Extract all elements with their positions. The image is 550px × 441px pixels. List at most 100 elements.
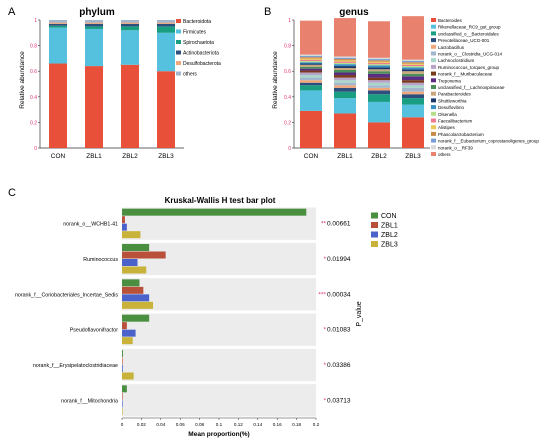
stack-segment-2-4 <box>368 87 390 91</box>
y-tick-label: 1 <box>288 18 291 24</box>
y-tick-label: 0.6 <box>284 69 291 75</box>
stack-segment-3-19 <box>402 59 424 61</box>
significance-mark: ** <box>321 221 327 228</box>
legend-label: Firmicutes <box>183 30 207 36</box>
legend-label: ZBL2 <box>381 232 398 239</box>
stack-segment-2-17 <box>368 60 390 62</box>
panel-c: C Kruskal-Wallis H test bar plot 0 0.02 0.… <box>8 187 398 438</box>
bar-5-1 <box>122 392 123 400</box>
category-label: norank_f__Mitochondria <box>61 398 118 404</box>
legend-label: Prevotellaceae_UCG-001 <box>438 38 490 43</box>
stack-segment-1-9 <box>334 72 356 76</box>
stack-segment-3-17 <box>402 62 424 64</box>
legend-swatch <box>431 145 436 150</box>
legend-swatch <box>431 131 436 136</box>
stack-segment-1-14 <box>334 62 356 65</box>
stack-segment-0-16 <box>300 58 322 60</box>
stack-segment-0-0 <box>49 63 67 148</box>
bar-0-1 <box>122 216 125 224</box>
panel-c-xlabel: Mean proportion(%) <box>188 431 249 438</box>
x-tick-label: ZBL2 <box>122 153 138 160</box>
legend-swatch <box>431 111 436 116</box>
stack-segment-3-10 <box>402 73 424 77</box>
bar-0-3 <box>122 231 141 239</box>
legend-label: Treponema <box>438 78 461 83</box>
panel-c-bars <box>122 208 307 415</box>
stack-segment-0-2 <box>49 25 67 28</box>
panel-a-xticks: CON ZBL1 ZBL2 ZBL3 <box>51 153 174 160</box>
stack-segment-0-19 <box>300 54 322 56</box>
legend-label: Actinobacteriota <box>183 51 219 57</box>
stack-segment-3-16 <box>402 63 424 65</box>
stack-segment-2-8 <box>368 77 390 81</box>
y-tick-label: 0.6 <box>30 69 37 75</box>
stack-segment-0-2 <box>300 85 322 91</box>
y-tick-label: 0 <box>34 146 37 152</box>
legend-label: CON <box>381 213 397 220</box>
legend-swatch <box>431 118 436 123</box>
stack-segment-0-0 <box>300 110 322 148</box>
stack-segment-0-5 <box>300 77 322 81</box>
panel-c-pvalues: ** 0.00661* 0.01994*** 0.00034* 0.01083* 0.03… <box>318 221 350 405</box>
panel-c-axis: 0 0.02 0.04 0.06 0.08 0.1 0.12 0.14 0.16 0.18 0.2 <box>121 417 320 427</box>
x-tick-label: 0.18 <box>292 422 301 427</box>
stack-segment-3-9 <box>402 76 424 81</box>
legend-swatch <box>431 18 436 22</box>
legend-label: Olsenella <box>438 112 457 117</box>
legend-label: Bacteroides <box>438 18 463 23</box>
stack-segment-3-8 <box>402 80 424 83</box>
legend-swatch <box>176 29 181 34</box>
stack-segment-3-2 <box>402 98 424 105</box>
stack-segment-1-18 <box>334 57 356 60</box>
category-label: Pseudoflavonifractor <box>70 328 119 334</box>
bar-3-1 <box>122 322 127 330</box>
x-tick-label: 0.04 <box>156 422 165 427</box>
stack-segment-3-5 <box>157 20 175 23</box>
stack-segment-1-12 <box>334 66 356 68</box>
stack-segment-0-9 <box>300 68 322 71</box>
stack-segment-3-0 <box>157 71 175 148</box>
stack-segment-2-19 <box>368 57 390 60</box>
stack-segment-0-20 <box>300 20 322 55</box>
legend-swatch <box>431 71 436 76</box>
x-tick-label: 0.1 <box>216 422 223 427</box>
stack-segment-2-5 <box>368 85 390 88</box>
stack-segment-2-9 <box>368 73 390 78</box>
significance-mark: * <box>323 327 326 334</box>
legend-swatch <box>431 38 436 43</box>
bar-2-3 <box>122 301 154 309</box>
legend-label: Lactobacillus <box>438 45 465 50</box>
stack-segment-1-2 <box>334 91 356 99</box>
y-tick-label: 0 <box>288 146 291 152</box>
significance-mark: * <box>323 362 326 369</box>
legend-label: Desulfobacterota <box>183 61 221 67</box>
panel-c-title: Kruskal-Wallis H test bar plot <box>165 196 276 205</box>
bar-0-0 <box>122 208 307 216</box>
legend-swatch <box>431 91 436 96</box>
stack-segment-1-4 <box>85 22 103 24</box>
stack-segment-2-13 <box>368 65 390 68</box>
panel-b-label: B <box>264 6 271 18</box>
stack-segment-3-1 <box>157 32 175 72</box>
legend-label: Rikenellaceae_RC9_gut_group <box>438 25 501 30</box>
stack-segment-3-13 <box>402 67 424 70</box>
x-tick-label: 0.06 <box>176 422 185 427</box>
stack-segment-1-15 <box>334 61 356 63</box>
stack-segment-1-10 <box>334 69 356 73</box>
bar-3-0 <box>122 314 150 322</box>
panel-a-title: phylum <box>79 7 115 18</box>
panel-c-legend: CON ZBL1 ZBL2 ZBL3 <box>371 212 398 249</box>
category-label: Ruminococcus <box>83 257 118 263</box>
stack-segment-2-1 <box>121 30 139 65</box>
legend-label: Parabacteroides <box>438 92 472 97</box>
legend-swatch <box>431 31 436 36</box>
stack-segment-2-12 <box>368 67 390 70</box>
y-tick-label: 1 <box>34 18 37 24</box>
stack-segment-0-7 <box>300 72 322 76</box>
row-background <box>122 348 316 382</box>
stack-segment-1-19 <box>334 56 356 58</box>
stack-segment-1-8 <box>334 75 356 78</box>
panel-a-legend: Bacteroidota Firmicutes Spirochaetota Actin… <box>176 19 221 78</box>
stack-segment-2-10 <box>368 71 390 74</box>
